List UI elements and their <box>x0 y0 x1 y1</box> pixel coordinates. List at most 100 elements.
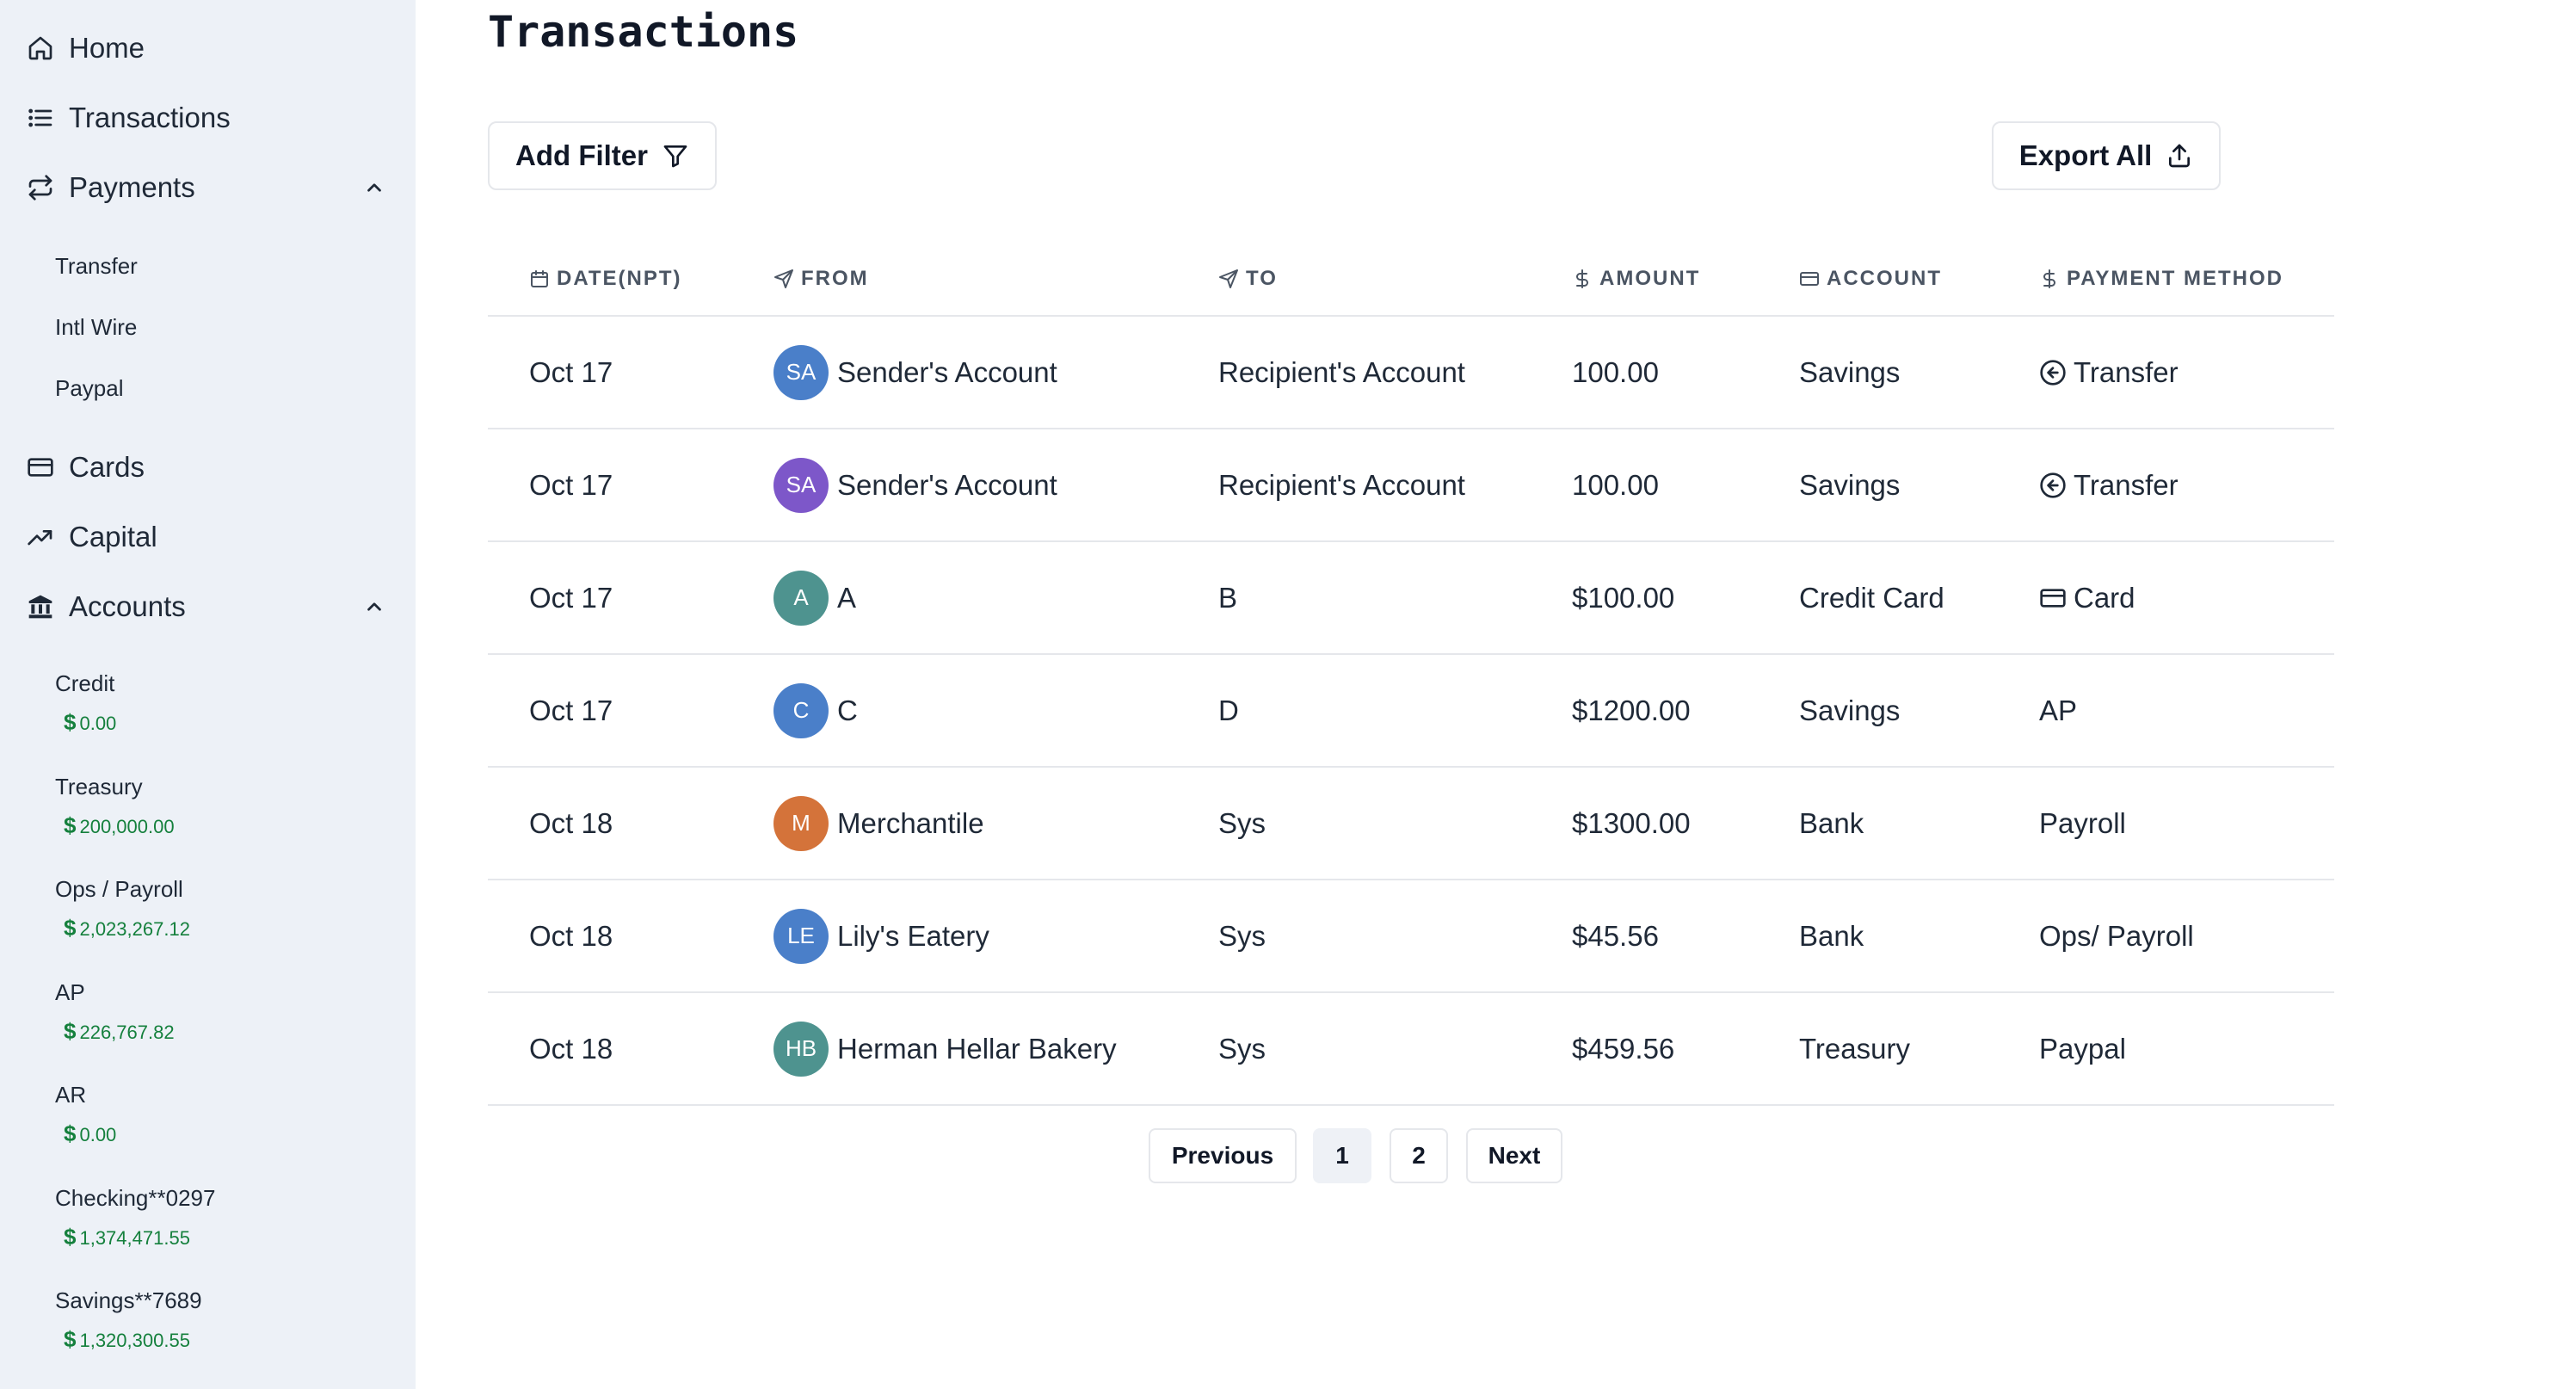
table-row[interactable]: Oct 17 A A B $100.00 Credit Card Card <box>488 542 2334 655</box>
account-item-ap[interactable]: AP $226,767.82 <box>55 979 382 1045</box>
dollar-icon: $ <box>64 1018 77 1044</box>
table-row[interactable]: Oct 18 LE Lily's Eatery Sys $45.56 Bank Ops/ P… <box>488 880 2334 993</box>
cell-payment-method: Ops/ Payroll <box>2039 880 2194 991</box>
account-item-ar[interactable]: AR $0.00 <box>55 1082 382 1147</box>
account-balance: $1,374,471.55 <box>64 1224 190 1250</box>
cell-amount: 100.00 <box>1572 468 1659 501</box>
from-name: A <box>837 581 857 614</box>
account-balance: $0.00 <box>64 1120 117 1146</box>
account-balance: $0.00 <box>64 709 117 735</box>
cell-date: Oct 17 <box>529 355 613 388</box>
column-header-account[interactable]: ACCOUNT <box>1799 243 1942 315</box>
column-header-to[interactable]: TO <box>1218 243 1278 315</box>
cell-date: Oct 17 <box>529 694 613 726</box>
credit-card-icon <box>1800 272 1819 286</box>
cell-amount: $100.00 <box>1572 581 1675 614</box>
export-all-button[interactable]: Export All <box>1992 121 2221 190</box>
cell-to: Sys <box>1218 806 1266 839</box>
sidebar-item-label: Payments <box>69 171 195 203</box>
cell-amount: $1200.00 <box>1572 694 1691 726</box>
from-name: Lily's Eatery <box>837 919 989 952</box>
previous-page-button[interactable]: Previous <box>1149 1128 1297 1183</box>
sidebar-subitem-paypal[interactable]: Paypal <box>55 375 124 401</box>
export-all-label: Export All <box>2018 139 2153 171</box>
sidebar-subitem-transfer[interactable]: Transfer <box>55 253 138 279</box>
table-row[interactable]: Oct 18 M Merchantile Sys $1300.00 Bank Payroll <box>488 768 2334 880</box>
cell-payment-method: Card <box>2039 542 2135 653</box>
arrow-left-circle-icon <box>2039 359 2067 386</box>
dollar-icon: $ <box>64 1326 77 1352</box>
payment-method-label: Payroll <box>2039 806 2126 839</box>
cell-payment-method: AP <box>2039 655 2077 766</box>
account-name: Credit <box>55 670 115 696</box>
add-filter-button[interactable]: Add Filter <box>488 121 717 190</box>
chevron-up-icon[interactable] <box>361 594 387 620</box>
credit-card-icon <box>2039 584 2067 612</box>
sidebar-item-payments[interactable]: Payments <box>26 166 387 209</box>
cell-account: Bank <box>1799 919 1864 952</box>
sidebar-subitem-intl-wire[interactable]: Intl Wire <box>55 314 138 340</box>
cell-date: Oct 17 <box>529 581 613 614</box>
cell-amount: $459.56 <box>1572 1032 1675 1065</box>
account-item-ops-payroll[interactable]: Ops / Payroll $2,023,267.12 <box>55 876 382 941</box>
next-page-button[interactable]: Next <box>1466 1128 1562 1183</box>
page-title: Transactions <box>488 7 799 57</box>
cell-to: B <box>1218 581 1238 614</box>
avatar: C <box>773 682 829 738</box>
payment-method-label: Transfer <box>2074 355 2179 388</box>
arrow-left-circle-icon <box>2039 472 2067 499</box>
table-row[interactable]: Oct 17 SA Sender's Account Recipient's Acco… <box>488 429 2334 542</box>
payment-method-label: Transfer <box>2074 468 2179 501</box>
cell-amount: 100.00 <box>1572 355 1659 388</box>
sidebar-item-accounts[interactable]: Accounts <box>26 585 387 628</box>
sidebar-item-label: Capital <box>69 521 157 553</box>
avatar: LE <box>773 908 829 964</box>
bank-icon <box>26 592 55 621</box>
sidebar-item-label: Cards <box>69 451 145 483</box>
send-icon <box>1219 269 1238 288</box>
avatar: SA <box>773 457 829 513</box>
send-icon <box>774 269 793 288</box>
cell-date: Oct 18 <box>529 919 613 952</box>
transactions-table: DATE(NPT) FROM TO AMOUNT ACCOUNT PAYMENT… <box>488 243 2334 1106</box>
table-row[interactable]: Oct 17 C C D $1200.00 Savings AP <box>488 655 2334 768</box>
account-item-treasury[interactable]: Treasury $200,000.00 <box>55 774 382 839</box>
avatar: M <box>773 795 829 851</box>
account-name: Checking**0297 <box>55 1185 216 1211</box>
table-row[interactable]: Oct 18 HB Herman Hellar Bakery Sys $459.56 Tr… <box>488 993 2334 1106</box>
page-2-button[interactable]: 2 <box>1390 1128 1448 1183</box>
account-item-savings[interactable]: Savings**7689 $1,320,300.55 <box>55 1287 382 1353</box>
account-name: AR <box>55 1082 87 1108</box>
dollar-icon <box>2043 269 2055 288</box>
from-name: C <box>837 694 858 726</box>
dollar-icon: $ <box>64 812 77 838</box>
column-header-amount[interactable]: AMOUNT <box>1572 243 1700 315</box>
table-row[interactable]: Oct 17 SA Sender's Account Recipient's Acco… <box>488 317 2334 429</box>
account-item-checking[interactable]: Checking**0297 $1,374,471.55 <box>55 1185 382 1250</box>
account-balance: $226,767.82 <box>64 1018 175 1044</box>
avatar: A <box>773 570 829 626</box>
sidebar-item-cards[interactable]: Cards <box>26 446 387 489</box>
column-header-from[interactable]: FROM <box>773 243 869 315</box>
column-header-payment-method[interactable]: PAYMENT METHOD <box>2039 243 2283 315</box>
list-icon <box>26 103 55 133</box>
sidebar-item-transactions[interactable]: Transactions <box>26 96 387 139</box>
chevron-up-icon[interactable] <box>361 175 387 201</box>
cell-payment-method: Payroll <box>2039 768 2126 879</box>
sidebar-item-home[interactable]: Home <box>26 27 387 70</box>
account-name: Savings**7689 <box>55 1287 202 1313</box>
pagination: Previous 1 2 Next <box>1149 1128 1562 1183</box>
cell-from: SA Sender's Account <box>773 317 1057 428</box>
cell-date: Oct 18 <box>529 1032 613 1065</box>
cell-account: Credit Card <box>1799 581 1944 614</box>
dollar-icon: $ <box>64 1224 77 1250</box>
account-name: Treasury <box>55 774 143 799</box>
cell-account: Savings <box>1799 694 1901 726</box>
page-1-button[interactable]: 1 <box>1313 1128 1371 1183</box>
sidebar-item-capital[interactable]: Capital <box>26 515 387 559</box>
column-header-date[interactable]: DATE(NPT) <box>529 243 682 315</box>
account-item-credit[interactable]: Credit $0.00 <box>55 670 382 736</box>
cell-to: D <box>1218 694 1239 726</box>
cell-from: SA Sender's Account <box>773 429 1057 540</box>
avatar: HB <box>773 1021 829 1077</box>
